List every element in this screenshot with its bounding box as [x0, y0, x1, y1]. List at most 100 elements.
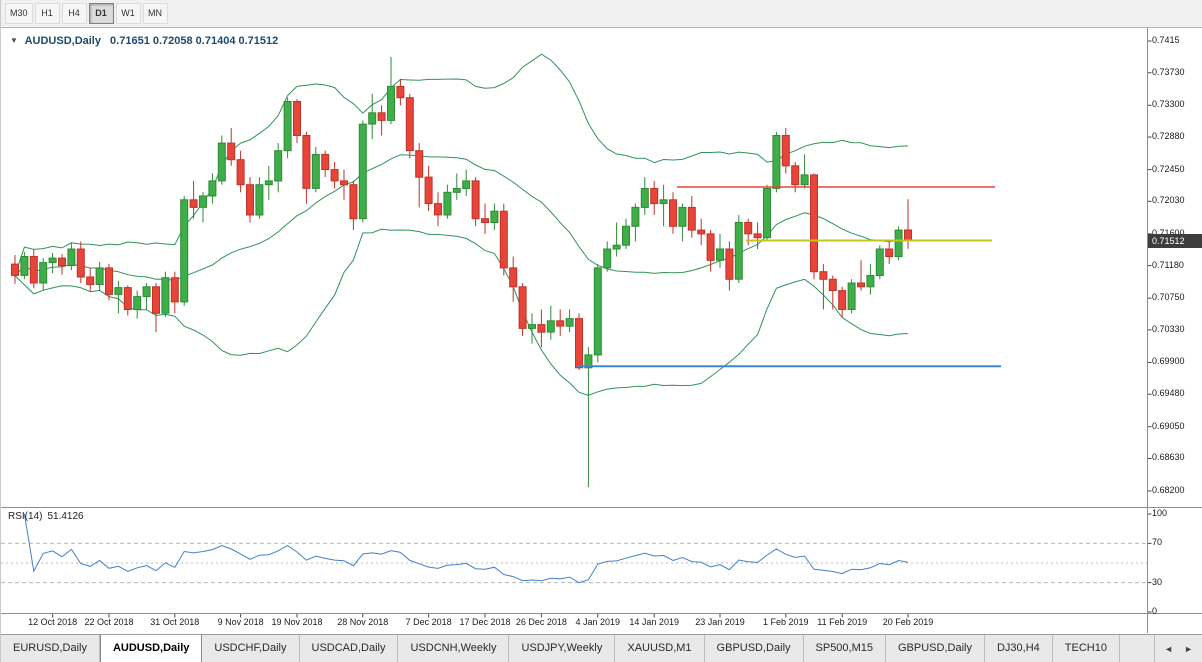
candle-body [669, 199, 677, 227]
candle-body [772, 135, 781, 189]
panel-borders [1, 28, 1202, 633]
price-axis-label: 0.71600 [1152, 227, 1185, 238]
tab-gbpusd-daily[interactable]: GBPUSD,Daily [886, 635, 985, 662]
candle-body [217, 142, 226, 182]
candle-body [377, 112, 386, 121]
candle-body [302, 135, 311, 189]
price-axis-label: 0.73300 [1152, 99, 1185, 110]
candle-body [236, 159, 245, 186]
price-axis-label: 0.72030 [1152, 195, 1185, 206]
candle-body [565, 318, 574, 327]
candle-body [189, 199, 198, 208]
candle-body [471, 180, 480, 220]
candle-body [368, 112, 377, 125]
candle-body [208, 180, 217, 197]
hline-objects-layer[interactable] [577, 186, 1001, 368]
tab-tech10[interactable]: TECH10 [1053, 635, 1120, 662]
candle-body [405, 97, 414, 152]
candle-body [387, 85, 395, 121]
candle-body [575, 318, 583, 369]
candle-body [396, 85, 405, 99]
timeframe-button-h4[interactable]: H4 [61, 3, 87, 24]
candle-body [659, 199, 668, 205]
candle-body [518, 286, 527, 329]
candle-body [443, 191, 452, 216]
tab-usdchf-daily[interactable]: USDCHF,Daily [202, 635, 300, 662]
date-axis-label: 17 Dec 2018 [459, 617, 511, 627]
tab-scroll-controls: ◄ ► [1154, 635, 1202, 662]
candle-body [293, 101, 301, 136]
price-axis-label: 0.72450 [1152, 163, 1185, 174]
tab-audusd-daily[interactable]: AUDUSD,Daily [99, 635, 203, 662]
candle-body [274, 150, 283, 182]
date-axis-label: 4 Jan 2019 [575, 617, 621, 627]
rsi-axis-label: 0 [1152, 606, 1158, 616]
candle-body [11, 263, 19, 276]
candle-body [781, 135, 790, 167]
tab-xauusd-m1[interactable]: XAUUSD,M1 [615, 635, 705, 662]
tab-eurusd-daily[interactable]: EURUSD,Daily [1, 635, 100, 662]
candle-body [105, 267, 113, 295]
candle-body [415, 150, 424, 178]
candle-body [612, 244, 621, 250]
candle-body [866, 275, 875, 288]
candle-body [753, 233, 762, 239]
candle-body [763, 188, 771, 239]
tab-gbpusd-daily[interactable]: GBPUSD,Daily [705, 635, 804, 662]
date-axis-label: 1 Feb 2019 [763, 617, 809, 627]
candle-body [640, 188, 649, 208]
tab-usdcnh-weekly[interactable]: USDCNH,Weekly [398, 635, 510, 662]
candle-body [528, 324, 536, 329]
candle-body [142, 286, 151, 298]
chart-symbol-label: AUDUSD,Daily [24, 35, 101, 47]
rsi-axis-label: 30 [1152, 576, 1163, 587]
candle-body [434, 203, 442, 216]
scroll-tabs-right-button[interactable]: ► [1184, 643, 1193, 654]
scroll-tabs-left-button[interactable]: ◄ [1164, 643, 1174, 654]
price-axis-label: 0.72880 [1152, 131, 1185, 142]
price-axis-label: 0.71180 [1152, 259, 1184, 270]
candle-body [537, 324, 546, 333]
rsi-axis-label: 100 [1152, 508, 1168, 518]
tab-usdjpy-weekly[interactable]: USDJPY,Weekly [509, 635, 616, 662]
rsi-value: 51.4126 [47, 511, 84, 522]
candle-body [838, 290, 847, 311]
timeframe-button-m30[interactable]: M30 [5, 3, 33, 24]
candle-body [20, 256, 29, 276]
candle-body [349, 184, 358, 220]
tab-dj30-h4[interactable]: DJ30,H4 [985, 635, 1053, 662]
candle-body [321, 153, 330, 170]
rsi-curve [23, 513, 909, 584]
candle-body [114, 287, 123, 295]
candle-body [631, 206, 640, 227]
candle-body [227, 142, 236, 161]
candle-body [76, 248, 85, 278]
date-axis-label: 23 Jan 2019 [695, 617, 745, 627]
candle-body [885, 248, 894, 258]
date-axis-label: 28 Nov 2018 [337, 617, 389, 627]
date-axis-label: 19 Nov 2018 [271, 617, 323, 627]
candle-body [687, 206, 696, 231]
candle-body [152, 286, 160, 314]
candle-body [810, 174, 818, 273]
price-axis-label: 0.70750 [1152, 292, 1185, 303]
candle-body [123, 287, 132, 311]
candle-body [133, 296, 142, 311]
timeframe-button-mn[interactable]: MN [142, 3, 168, 24]
candle-body [29, 256, 38, 284]
price-axis-label: 0.73730 [1152, 66, 1185, 77]
timeframe-button-w1[interactable]: W1 [115, 3, 141, 24]
candle-body [556, 320, 565, 327]
candle-body [95, 267, 104, 285]
chart-tab-bar: EURUSD,Daily AUDUSD,Daily USDCHF,Daily USDC… [1, 634, 1202, 662]
candle-body [199, 195, 207, 208]
candle-body [499, 210, 508, 269]
candle-body [358, 123, 367, 220]
timeframe-button-d1[interactable]: D1 [88, 3, 114, 24]
bollinger-bands-layer [14, 53, 909, 396]
tab-usdcad-daily[interactable]: USDCAD,Daily [300, 635, 399, 662]
tab-sp500-m15[interactable]: SP500,M15 [804, 635, 886, 662]
candle-body [875, 248, 884, 276]
timeframe-button-h1[interactable]: H1 [34, 3, 60, 24]
